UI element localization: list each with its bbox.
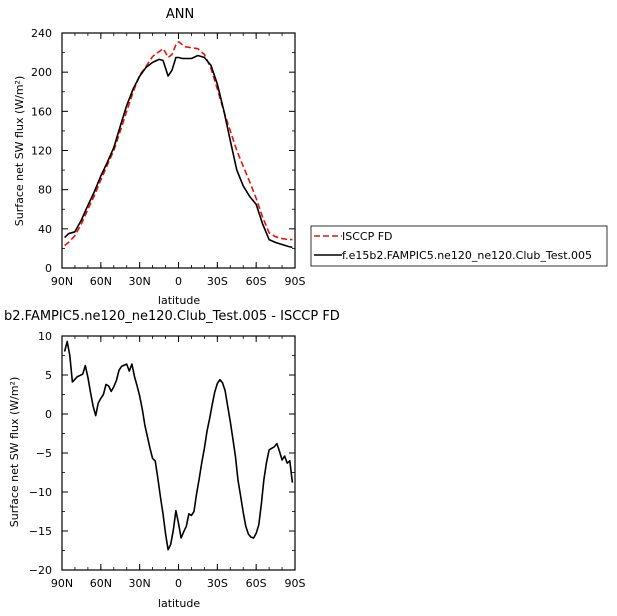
bottom-y-tick-label: 0 bbox=[45, 408, 52, 421]
bottom-x-tick-label: 60S bbox=[246, 577, 267, 590]
bottom-plot-lines bbox=[63, 340, 294, 551]
bottom-panel: b2.FAMPIC5.ne120_ne120.Club_Test.005 - I… bbox=[4, 309, 340, 610]
bottom-x-tick-label: 60N bbox=[90, 577, 112, 590]
bottom-x-tick-label: 90S bbox=[285, 577, 306, 590]
top-y-tick-label: 160 bbox=[31, 105, 52, 118]
top-x-tick-label: 90N bbox=[51, 275, 73, 288]
top-x-axis-label: latitude bbox=[158, 294, 200, 307]
top-series-line-1 bbox=[64, 54, 293, 249]
top-chart-title: ANN bbox=[166, 7, 194, 22]
bottom-y-axis-label: Surface net SW flux (W/m²) bbox=[8, 377, 21, 528]
top-y-tick-label: 200 bbox=[31, 66, 52, 79]
bottom-y-tick-label: −15 bbox=[29, 525, 52, 538]
top-x-tick-label: 30S bbox=[207, 275, 228, 288]
bottom-y-tick-label: 10 bbox=[38, 330, 52, 343]
bottom-x-axis-label: latitude bbox=[158, 597, 200, 610]
bottom-y-tick-label: −10 bbox=[29, 486, 52, 499]
bottom-x-tick-label: 30S bbox=[207, 577, 228, 590]
top-y-tick-label: 0 bbox=[45, 262, 52, 275]
top-series-line-0 bbox=[64, 40, 293, 247]
bottom-chart-title: b2.FAMPIC5.ne120_ne120.Club_Test.005 - I… bbox=[4, 309, 340, 324]
bottom-y-tick-label: −5 bbox=[36, 447, 52, 460]
legend-label-model: f.e15b2.FAMPIC5.ne120_ne120.Club_Test.00… bbox=[342, 249, 592, 262]
top-y-tick-label: 240 bbox=[31, 27, 52, 40]
top-x-tick-label: 30N bbox=[129, 275, 151, 288]
top-y-ticks: 0 40 80 120 160 200 240 bbox=[31, 27, 295, 275]
top-plot-frame bbox=[61, 32, 296, 269]
top-panel: ANN Surface net SW flux (W/m²) 90N 60N 30N… bbox=[13, 7, 306, 307]
top-x-tick-label: 0 bbox=[175, 275, 182, 288]
top-x-tick-label: 60S bbox=[246, 275, 267, 288]
bottom-y-tick-label: 5 bbox=[45, 369, 52, 382]
bottom-x-tick-label: 90N bbox=[51, 577, 73, 590]
top-x-tick-label: 90S bbox=[285, 275, 306, 288]
bottom-series-line-0 bbox=[63, 340, 294, 551]
legend-box bbox=[310, 225, 608, 267]
bottom-x-tick-label: 0 bbox=[175, 577, 182, 590]
top-y-tick-label: 40 bbox=[38, 223, 52, 236]
top-x-tick-label: 60N bbox=[90, 275, 112, 288]
top-y-tick-label: 80 bbox=[38, 184, 52, 197]
top-plot-lines bbox=[64, 40, 293, 249]
legend: ISCCP FD f.e15b2.FAMPIC5.ne120_ne120.Clu… bbox=[310, 225, 608, 267]
bottom-x-ticks: 90N 60N 30N 0 30S 60S 90S bbox=[51, 336, 306, 590]
top-y-tick-label: 120 bbox=[31, 145, 52, 158]
top-x-ticks: 90N 60N 30N 0 30S 60S 90S bbox=[51, 33, 306, 288]
legend-label-isccp: ISCCP FD bbox=[342, 230, 393, 243]
bottom-plot-frame bbox=[61, 335, 296, 571]
bottom-x-tick-label: 30N bbox=[129, 577, 151, 590]
bottom-y-ticks: −20 −15 −10 −5 0 5 10 bbox=[29, 330, 295, 577]
top-y-axis-label: Surface net SW flux (W/m²) bbox=[13, 76, 26, 227]
bottom-y-tick-label: −20 bbox=[29, 564, 52, 577]
